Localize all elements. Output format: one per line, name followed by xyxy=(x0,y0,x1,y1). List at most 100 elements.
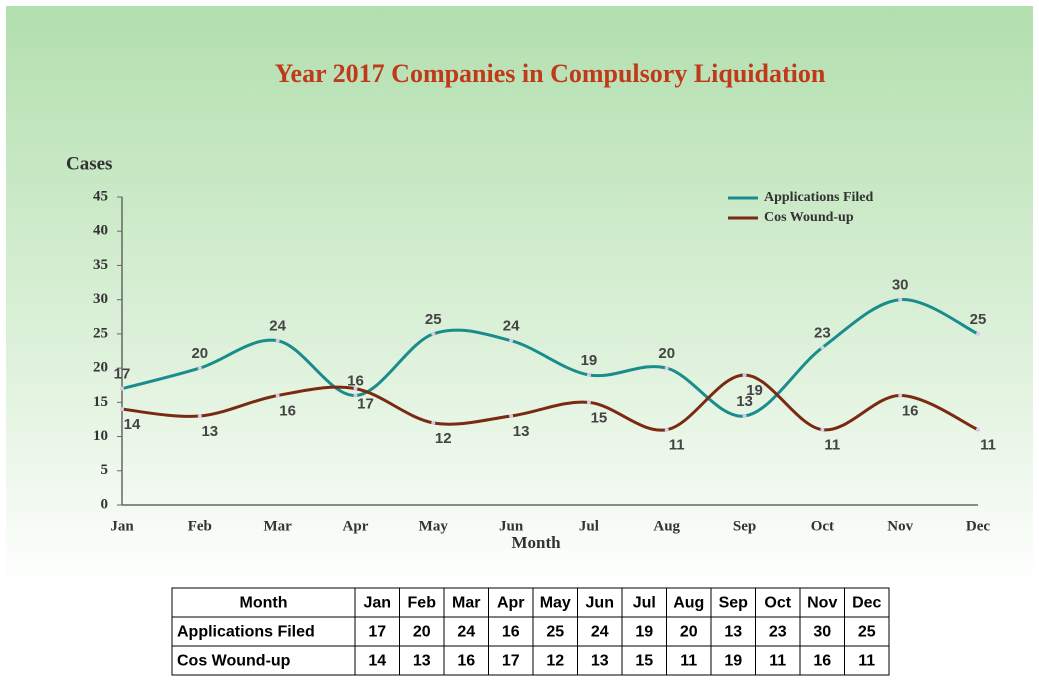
data-label: 16 xyxy=(347,372,364,389)
x-tick-label: Jan xyxy=(110,518,134,534)
point xyxy=(820,427,825,432)
table-cell: 20 xyxy=(680,624,698,641)
background xyxy=(6,6,1033,694)
table-cell: 17 xyxy=(368,624,386,641)
point xyxy=(898,393,903,398)
x-tick-label: Jun xyxy=(499,518,524,534)
table-header: Oct xyxy=(764,595,791,612)
data-label: 11 xyxy=(980,437,996,454)
x-tick-label: Apr xyxy=(343,518,369,534)
table-cell: 23 xyxy=(769,624,787,641)
table-cell: 12 xyxy=(546,653,564,670)
table-header: Jun xyxy=(586,595,614,612)
table-cell: 14 xyxy=(368,653,386,670)
table-header: Sep xyxy=(719,595,749,612)
data-label: 16 xyxy=(279,402,296,419)
table-cell: 19 xyxy=(724,653,742,670)
x-tick-label: May xyxy=(419,518,449,534)
point xyxy=(820,345,825,350)
table-cell: 16 xyxy=(502,624,520,641)
data-label: 17 xyxy=(114,366,131,383)
data-label: 17 xyxy=(357,396,374,413)
table-header: Nov xyxy=(807,595,837,612)
y-tick-label: 15 xyxy=(93,394,108,410)
table-cell: 30 xyxy=(813,624,831,641)
data-label: 23 xyxy=(814,325,831,342)
table-header: Mar xyxy=(452,595,480,612)
data-label: 24 xyxy=(503,318,520,335)
y-tick-label: 35 xyxy=(93,257,108,273)
x-tick-label: Feb xyxy=(188,518,212,534)
point xyxy=(197,366,202,371)
point xyxy=(664,427,669,432)
point xyxy=(664,366,669,371)
table-frame xyxy=(171,587,890,676)
point xyxy=(275,393,280,398)
legend-label: Applications Filed xyxy=(764,190,874,205)
x-tick-label: Nov xyxy=(887,518,913,534)
data-label: 20 xyxy=(191,345,208,362)
table-header: Feb xyxy=(408,595,437,612)
table-header: May xyxy=(540,595,571,612)
x-tick-label: Jul xyxy=(579,518,599,534)
point xyxy=(586,400,591,405)
data-label: 13 xyxy=(736,393,753,410)
point xyxy=(197,414,202,419)
point xyxy=(353,386,358,391)
y-tick-label: 10 xyxy=(93,428,108,444)
point xyxy=(431,420,436,425)
data-label: 11 xyxy=(669,437,685,454)
legend-label: Cos Wound-up xyxy=(764,210,854,225)
table-cell: 25 xyxy=(546,624,564,641)
point xyxy=(120,386,124,391)
table-header: Jan xyxy=(363,595,391,612)
table-cell: 13 xyxy=(724,624,742,641)
y-tick-label: 30 xyxy=(93,291,108,307)
x-tick-label: Sep xyxy=(733,518,756,534)
point xyxy=(976,427,980,432)
table-cell: 13 xyxy=(591,653,609,670)
y-tick-label: 0 xyxy=(101,496,109,512)
table-header: Aug xyxy=(673,595,704,612)
data-label: 25 xyxy=(970,311,987,328)
table-cell: 16 xyxy=(457,653,475,670)
data-label: 11 xyxy=(824,437,840,454)
table-cell: 13 xyxy=(413,653,431,670)
data-label: 13 xyxy=(513,423,530,440)
x-tick-label: Aug xyxy=(653,518,680,534)
table-cell: 24 xyxy=(591,624,609,641)
table-cell: 11 xyxy=(680,653,697,670)
y-tick-label: 5 xyxy=(101,462,109,478)
y-axis-label: Cases xyxy=(66,153,112,174)
table-cell: 19 xyxy=(635,624,653,641)
table-cell: 25 xyxy=(858,624,876,641)
y-tick-label: 25 xyxy=(93,325,108,341)
table-cell: 24 xyxy=(457,624,475,641)
data-label: 13 xyxy=(201,423,218,440)
point xyxy=(742,372,747,377)
point xyxy=(275,338,280,343)
table-cell: 16 xyxy=(813,653,831,670)
y-tick-label: 20 xyxy=(93,360,108,376)
data-label: 20 xyxy=(658,345,675,362)
point xyxy=(976,331,980,336)
data-label: 19 xyxy=(581,352,598,369)
data-label: 30 xyxy=(892,277,909,294)
y-tick-label: 45 xyxy=(93,188,108,204)
table-cell: 11 xyxy=(769,653,786,670)
table-cell: 17 xyxy=(502,653,520,670)
table-header: Dec xyxy=(852,595,881,612)
point xyxy=(898,297,903,302)
point xyxy=(431,331,436,336)
point xyxy=(509,338,514,343)
point xyxy=(509,414,514,419)
x-tick-label: Dec xyxy=(966,518,990,534)
table-header: Apr xyxy=(497,595,525,612)
table-row-label: Cos Wound-up xyxy=(177,653,291,670)
data-label: 12 xyxy=(435,430,452,447)
table-cell: 20 xyxy=(413,624,431,641)
table-header: Jul xyxy=(633,595,656,612)
data-label: 16 xyxy=(902,402,919,419)
x-axis-label: Month xyxy=(511,533,561,552)
